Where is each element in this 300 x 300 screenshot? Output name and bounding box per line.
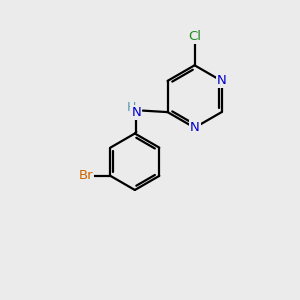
Text: H: H (126, 100, 136, 114)
Text: N: N (190, 121, 200, 134)
Text: Br: Br (78, 169, 93, 182)
Text: Cl: Cl (188, 30, 201, 43)
Text: N: N (131, 106, 141, 118)
Text: N: N (217, 74, 226, 87)
